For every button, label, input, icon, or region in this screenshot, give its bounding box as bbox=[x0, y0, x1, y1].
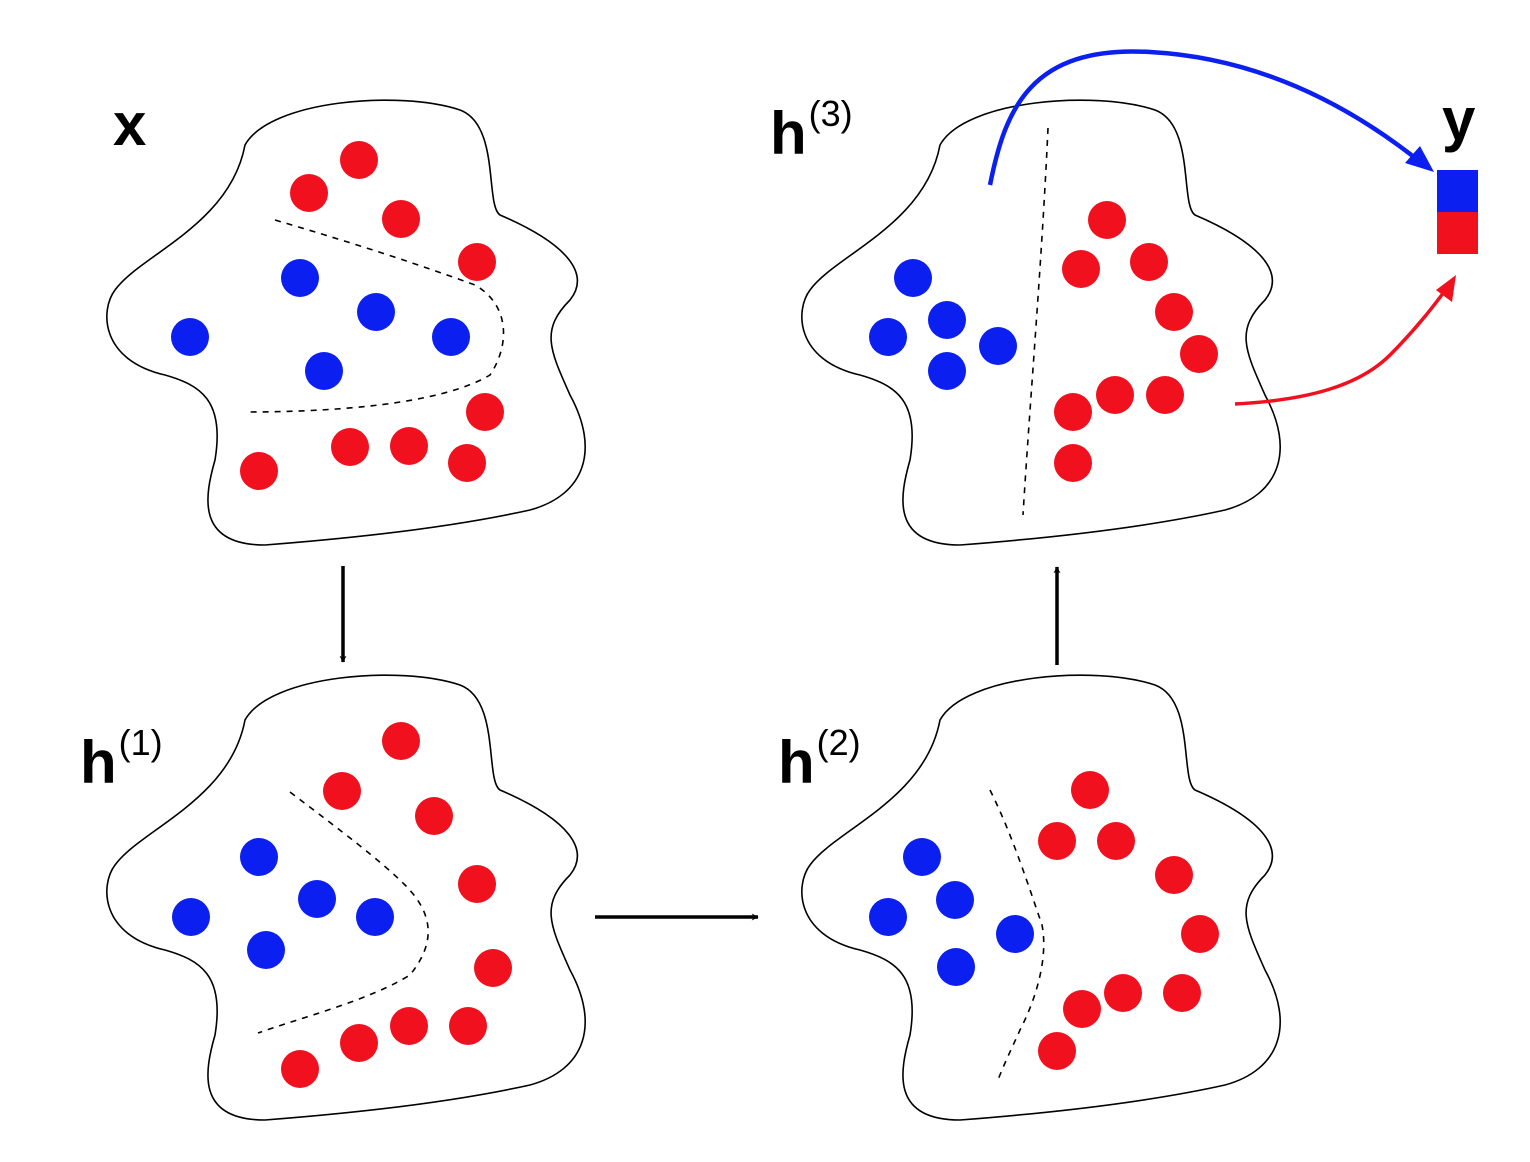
h2-point-red-6 bbox=[1071, 771, 1109, 809]
h3-point-blue-5 bbox=[928, 352, 966, 390]
h3-point-blue-1 bbox=[894, 259, 932, 297]
panel-h3-separator bbox=[1022, 127, 1049, 516]
panel-x-separator bbox=[244, 219, 505, 413]
panel-h1 bbox=[106, 674, 586, 1121]
h2-point-red-7 bbox=[1038, 822, 1076, 860]
panel-h3 bbox=[801, 99, 1281, 546]
h2-point-red-13 bbox=[1063, 990, 1101, 1028]
label-h2-main: h bbox=[778, 729, 815, 796]
h2-point-red-14 bbox=[1038, 1032, 1076, 1070]
panel-h1-separator bbox=[257, 791, 429, 1034]
x-point-red-14 bbox=[240, 452, 278, 490]
h3-point-red-10 bbox=[1180, 335, 1218, 373]
label-h2: h(2) bbox=[778, 725, 861, 793]
label-h3: h(3) bbox=[770, 96, 853, 164]
h1-point-red-7 bbox=[323, 772, 361, 810]
x-point-blue-4 bbox=[432, 318, 470, 356]
h1-point-red-9 bbox=[458, 865, 496, 903]
h2-point-red-11 bbox=[1104, 974, 1142, 1012]
label-h1: h(1) bbox=[80, 725, 163, 793]
panel-h1-outline bbox=[106, 674, 586, 1121]
output-vector-y bbox=[1437, 170, 1478, 254]
h2-point-blue-1 bbox=[903, 838, 941, 876]
h1-point-red-14 bbox=[281, 1050, 319, 1088]
y-cell-top bbox=[1437, 170, 1478, 212]
x-point-blue-1 bbox=[171, 318, 209, 356]
points-layer bbox=[171, 141, 1219, 1088]
x-point-blue-2 bbox=[281, 259, 319, 297]
label-y: y bbox=[1442, 90, 1475, 150]
h2-point-blue-5 bbox=[937, 948, 975, 986]
x-point-red-8 bbox=[382, 200, 420, 238]
h3-point-blue-2 bbox=[928, 301, 966, 339]
h1-point-red-11 bbox=[449, 1007, 487, 1045]
h1-point-red-12 bbox=[390, 1007, 428, 1045]
x-point-blue-3 bbox=[357, 293, 395, 331]
x-point-red-12 bbox=[390, 427, 428, 465]
h3-point-red-12 bbox=[1146, 376, 1184, 414]
label-y-main: y bbox=[1442, 86, 1476, 153]
h3-point-red-11 bbox=[1096, 376, 1134, 414]
panel-x bbox=[106, 99, 586, 546]
label-h2-superscript: (2) bbox=[816, 722, 861, 763]
label-x: x bbox=[113, 95, 146, 155]
h2-point-red-12 bbox=[1163, 974, 1201, 1012]
h3-point-red-9 bbox=[1155, 293, 1193, 331]
h2-point-blue-2 bbox=[936, 881, 974, 919]
h3-point-red-7 bbox=[1062, 250, 1100, 288]
h2-point-blue-4 bbox=[996, 915, 1034, 953]
arrow-h3-blue-to-y bbox=[987, 49, 1426, 186]
x-point-blue-5 bbox=[305, 352, 343, 390]
h1-point-blue-2 bbox=[298, 880, 336, 918]
h3-point-blue-3 bbox=[869, 318, 907, 356]
h3-point-red-8 bbox=[1130, 243, 1168, 281]
arrow-h3-red-to-y bbox=[1234, 282, 1452, 406]
label-x-main: x bbox=[113, 91, 147, 158]
panel-h2-separator bbox=[989, 789, 1045, 1081]
panel-h2-outline bbox=[801, 674, 1281, 1121]
x-point-red-9 bbox=[458, 243, 496, 281]
h3-point-red-14 bbox=[1054, 444, 1092, 482]
label-h1-main: h bbox=[80, 729, 117, 796]
y-cell-bottom bbox=[1437, 212, 1478, 254]
h1-point-red-8 bbox=[415, 797, 453, 835]
x-point-red-10 bbox=[466, 393, 504, 431]
arrow-head-red bbox=[1436, 275, 1456, 302]
label-h3-main: h bbox=[770, 100, 807, 167]
panel-x-outline bbox=[106, 99, 586, 546]
x-point-red-13 bbox=[448, 444, 486, 482]
h2-point-red-8 bbox=[1097, 822, 1135, 860]
h2-point-blue-3 bbox=[869, 898, 907, 936]
panel-h2 bbox=[801, 674, 1281, 1121]
h1-point-red-6 bbox=[382, 722, 420, 760]
label-h3-superscript: (3) bbox=[808, 93, 853, 134]
h3-point-red-6 bbox=[1088, 201, 1126, 239]
h2-point-red-10 bbox=[1181, 915, 1219, 953]
x-point-red-6 bbox=[340, 141, 378, 179]
label-h1-superscript: (1) bbox=[118, 722, 163, 763]
h1-point-blue-5 bbox=[247, 931, 285, 969]
h1-point-blue-4 bbox=[172, 898, 210, 936]
h3-point-blue-4 bbox=[979, 327, 1017, 365]
h3-point-red-13 bbox=[1054, 393, 1092, 431]
h1-point-blue-3 bbox=[356, 898, 394, 936]
panel-h3-outline bbox=[801, 99, 1281, 546]
arrow-head-blue bbox=[1405, 146, 1434, 172]
h2-point-red-9 bbox=[1155, 856, 1193, 894]
h1-point-red-13 bbox=[340, 1024, 378, 1062]
x-point-red-7 bbox=[290, 174, 328, 212]
h1-point-red-10 bbox=[474, 949, 512, 987]
h1-point-blue-1 bbox=[240, 838, 278, 876]
x-point-red-11 bbox=[331, 428, 369, 466]
